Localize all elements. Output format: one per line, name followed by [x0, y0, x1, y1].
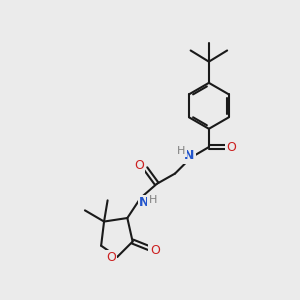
Text: O: O [226, 141, 236, 154]
Text: O: O [106, 251, 116, 264]
Text: O: O [134, 158, 144, 172]
Text: N: N [184, 149, 195, 162]
Text: N: N [139, 196, 149, 209]
Text: H: H [149, 195, 157, 205]
Text: O: O [150, 244, 160, 257]
Text: H: H [177, 146, 186, 156]
